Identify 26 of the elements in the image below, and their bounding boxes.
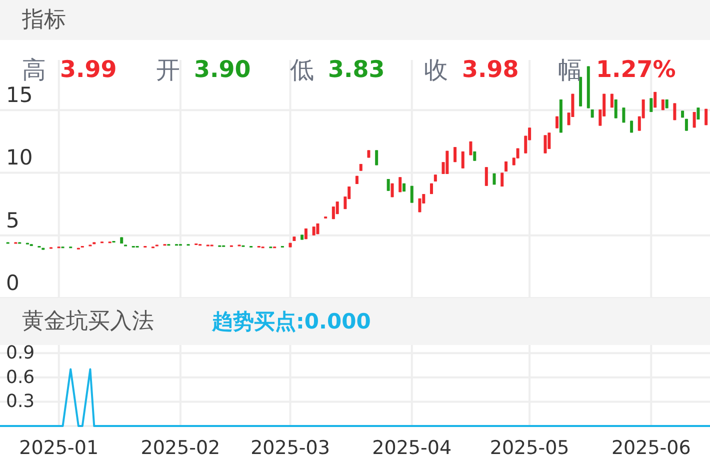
y-tick-label: 10: [6, 146, 33, 170]
text: 趋势买点:0.000: [211, 310, 371, 334]
chart-title: 指标: [21, 8, 66, 32]
y-tick-label: 0.6: [6, 366, 35, 388]
annotation: 3.90: [194, 57, 251, 83]
x-tick-label: 2025-05: [490, 437, 570, 459]
x-tick-label: 2025-06: [611, 437, 691, 459]
x-tick-label: 2025-02: [140, 437, 220, 459]
annotation: 低: [290, 56, 314, 84]
annotation: 3.83: [328, 57, 385, 83]
y-tick-label: 0.9: [6, 342, 35, 364]
annotation: 收: [424, 56, 448, 84]
y-tick-label: 0.3: [6, 391, 35, 412]
annotation: 3.99: [60, 57, 117, 83]
chart-title: 黄金坑买入法: [22, 309, 154, 334]
x-tick-label: 2025-04: [372, 437, 452, 459]
x-tick-label: 2025-03: [250, 437, 330, 459]
y-tick-label: 15: [6, 83, 33, 108]
y-tick-label: 0: [6, 271, 20, 295]
annotation: 幅: [558, 56, 582, 84]
x-tick-label: 2025-01: [19, 437, 99, 459]
annotation: 3.98: [462, 57, 519, 83]
annotation: 1.27%: [596, 57, 676, 83]
annotation: 开: [156, 56, 180, 84]
y-tick-label: 5: [6, 208, 20, 232]
annotation: 高: [22, 56, 46, 84]
